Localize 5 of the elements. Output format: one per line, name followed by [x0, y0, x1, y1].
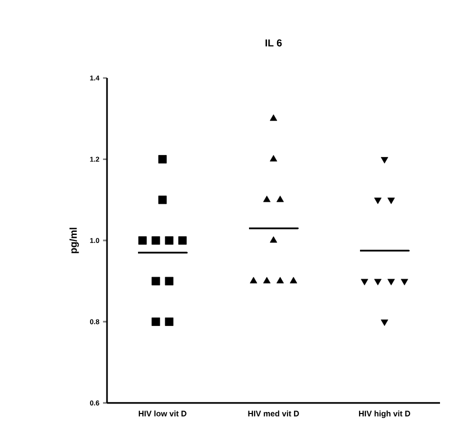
chart-title: IL 6 — [266, 39, 282, 46]
x-tick-label: HIV high vit D — [359, 410, 410, 418]
x-tick-label: HIV med vit D — [248, 410, 299, 416]
y-axis-title: pg/ml — [70, 228, 79, 254]
x-tick-label: HIV low vit D — [138, 410, 186, 416]
